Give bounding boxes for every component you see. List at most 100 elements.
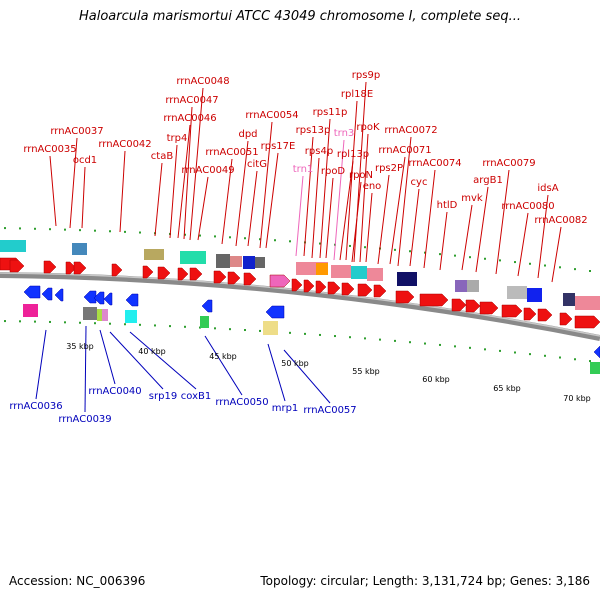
kbp-scale-label: 60 kbp (422, 375, 450, 384)
forward-leader-line (409, 188, 420, 267)
reverse-gene-arrow (93, 291, 105, 305)
forward-gene-label: trn3 (334, 128, 355, 139)
reverse-gene-label: coxB1 (181, 391, 211, 402)
reverse-leader-lines (35, 325, 331, 413)
reverse-leader-line (99, 329, 116, 385)
reverse-gene-arrow (265, 305, 285, 319)
forward-gene-label: trp4 (167, 133, 188, 144)
forward-leader-line (311, 157, 320, 259)
forward-gene-arrow (142, 265, 154, 279)
forward-leader-lines (49, 81, 562, 283)
forward-gene-label: cyc (411, 177, 428, 188)
reverse-gene-arrow (83, 290, 97, 304)
forward-gene-arrow (479, 301, 499, 315)
forward-leader-line (423, 169, 436, 269)
forward-gene-arrow (43, 260, 57, 274)
forward-gene-label: rps2P (375, 163, 403, 174)
forward-gene-arrow (189, 267, 203, 281)
kbp-scale-label: 40 kbp (138, 347, 166, 356)
forward-gene-arrow (395, 290, 415, 304)
forward-gene-label: rrnAC0046 (163, 113, 216, 124)
reverse-gene-label: rrnAC0050 (215, 397, 268, 408)
reverse-gene-label: srp19 (149, 391, 177, 402)
forward-gene-label: rpl13p (337, 149, 369, 160)
forward-gene-arrow (465, 299, 481, 313)
forward-leader-line (461, 204, 473, 271)
reverse-leader-line (204, 335, 243, 396)
forward-gene-arrow (243, 272, 257, 286)
forward-gene-label: htlD (437, 200, 458, 211)
forward-leader-line (221, 158, 233, 245)
forward-leader-line (339, 160, 354, 261)
forward-leader-line (365, 192, 373, 263)
forward-gene-arrow (574, 315, 600, 329)
forward-gene-arrow (419, 293, 449, 307)
forward-gene-arrow (523, 307, 537, 321)
forward-gene-label: rrnAC0079 (482, 158, 535, 169)
forward-leader-line (119, 150, 126, 233)
forward-gene-arrow (559, 312, 573, 326)
forward-gene-label: rrnAC0082 (534, 215, 587, 226)
forward-gene-label: eno (363, 181, 382, 192)
forward-gene-arrows (0, 257, 600, 329)
forward-gene-arrow (327, 281, 341, 295)
forward-gene-label: rpl18E (341, 89, 373, 100)
forward-leader-line (397, 136, 412, 267)
forward-leader-line (333, 139, 345, 261)
kbp-scale-label: 70 kbp (563, 394, 591, 403)
reverse-gene-label: rrnAC0040 (88, 386, 141, 397)
forward-gene-label: trn1 (293, 164, 314, 175)
forward-leader-line (247, 170, 258, 247)
forward-gene-label: ocd1 (73, 155, 97, 166)
forward-gene-arrow (341, 282, 355, 296)
forward-leader-line (517, 212, 529, 277)
forward-gene-arrow (157, 266, 171, 280)
map-title: Haloarcula marismortui ATCC 43049 chromo… (79, 9, 521, 24)
reverse-gene-label: rrnAC0036 (9, 401, 62, 412)
forward-leader-line (169, 144, 178, 239)
forward-gene-label: rps17E (261, 141, 296, 152)
kbp-scale-label: 65 kbp (493, 384, 521, 393)
forward-leader-line (537, 194, 549, 279)
forward-gene-label: rrnAC0049 (181, 165, 234, 176)
forward-leader-line (235, 140, 249, 247)
forward-gene-arrow (177, 267, 189, 281)
forward-gene-label: rrnAC0071 (378, 145, 431, 156)
forward-gene-arrow (357, 283, 373, 297)
reverse-leader-line (283, 349, 331, 404)
forward-leader-line (345, 100, 358, 261)
kbp-scale-label: 45 kbp (209, 352, 237, 361)
forward-gene-label: rpoK (356, 122, 380, 133)
forward-gene-arrow (303, 279, 315, 293)
forward-gene-label: citG (247, 159, 267, 170)
forward-gene-label: rpoN (349, 170, 373, 181)
forward-gene-arrow (111, 263, 123, 277)
forward-gene-arrow (537, 308, 553, 322)
forward-leader-line (389, 156, 406, 265)
forward-gene-label: idsA (537, 183, 558, 194)
forward-gene-label: argB1 (473, 175, 503, 186)
reverse-gene-label: mrp1 (272, 403, 299, 414)
forward-leader-line (359, 133, 369, 263)
forward-leader-line (49, 155, 57, 227)
forward-gene-label: mvk (461, 193, 483, 204)
reverse-gene-labels: rrnAC0036 rrnAC0039 rrnAC0040 srp19 coxB1 rrn… (9, 386, 356, 425)
topology-summary: Topology: circular; Length: 3,131,724 bp… (260, 574, 590, 588)
reverse-leader-line (109, 331, 164, 390)
reverse-gene-arrow (593, 345, 600, 359)
forward-gene-label: rps9p (352, 70, 380, 81)
reverse-leader-line (35, 329, 47, 400)
forward-gene-label: rps11p (313, 107, 348, 118)
accession-label: Accession: NC_006396 (9, 574, 146, 588)
forward-leader-line (295, 175, 304, 257)
forward-gene-arrow (9, 259, 25, 273)
reverse-leader-line (129, 331, 197, 390)
forward-gene-arrow (213, 270, 227, 284)
forward-gene-label: rrnAC0042 (98, 139, 151, 150)
reverse-gene-arrow (125, 293, 139, 307)
forward-leader-line (495, 169, 510, 275)
forward-leader-line (319, 118, 331, 259)
forward-gene-label: rps4p (305, 146, 333, 157)
reverse-gene-arrow (23, 285, 41, 299)
